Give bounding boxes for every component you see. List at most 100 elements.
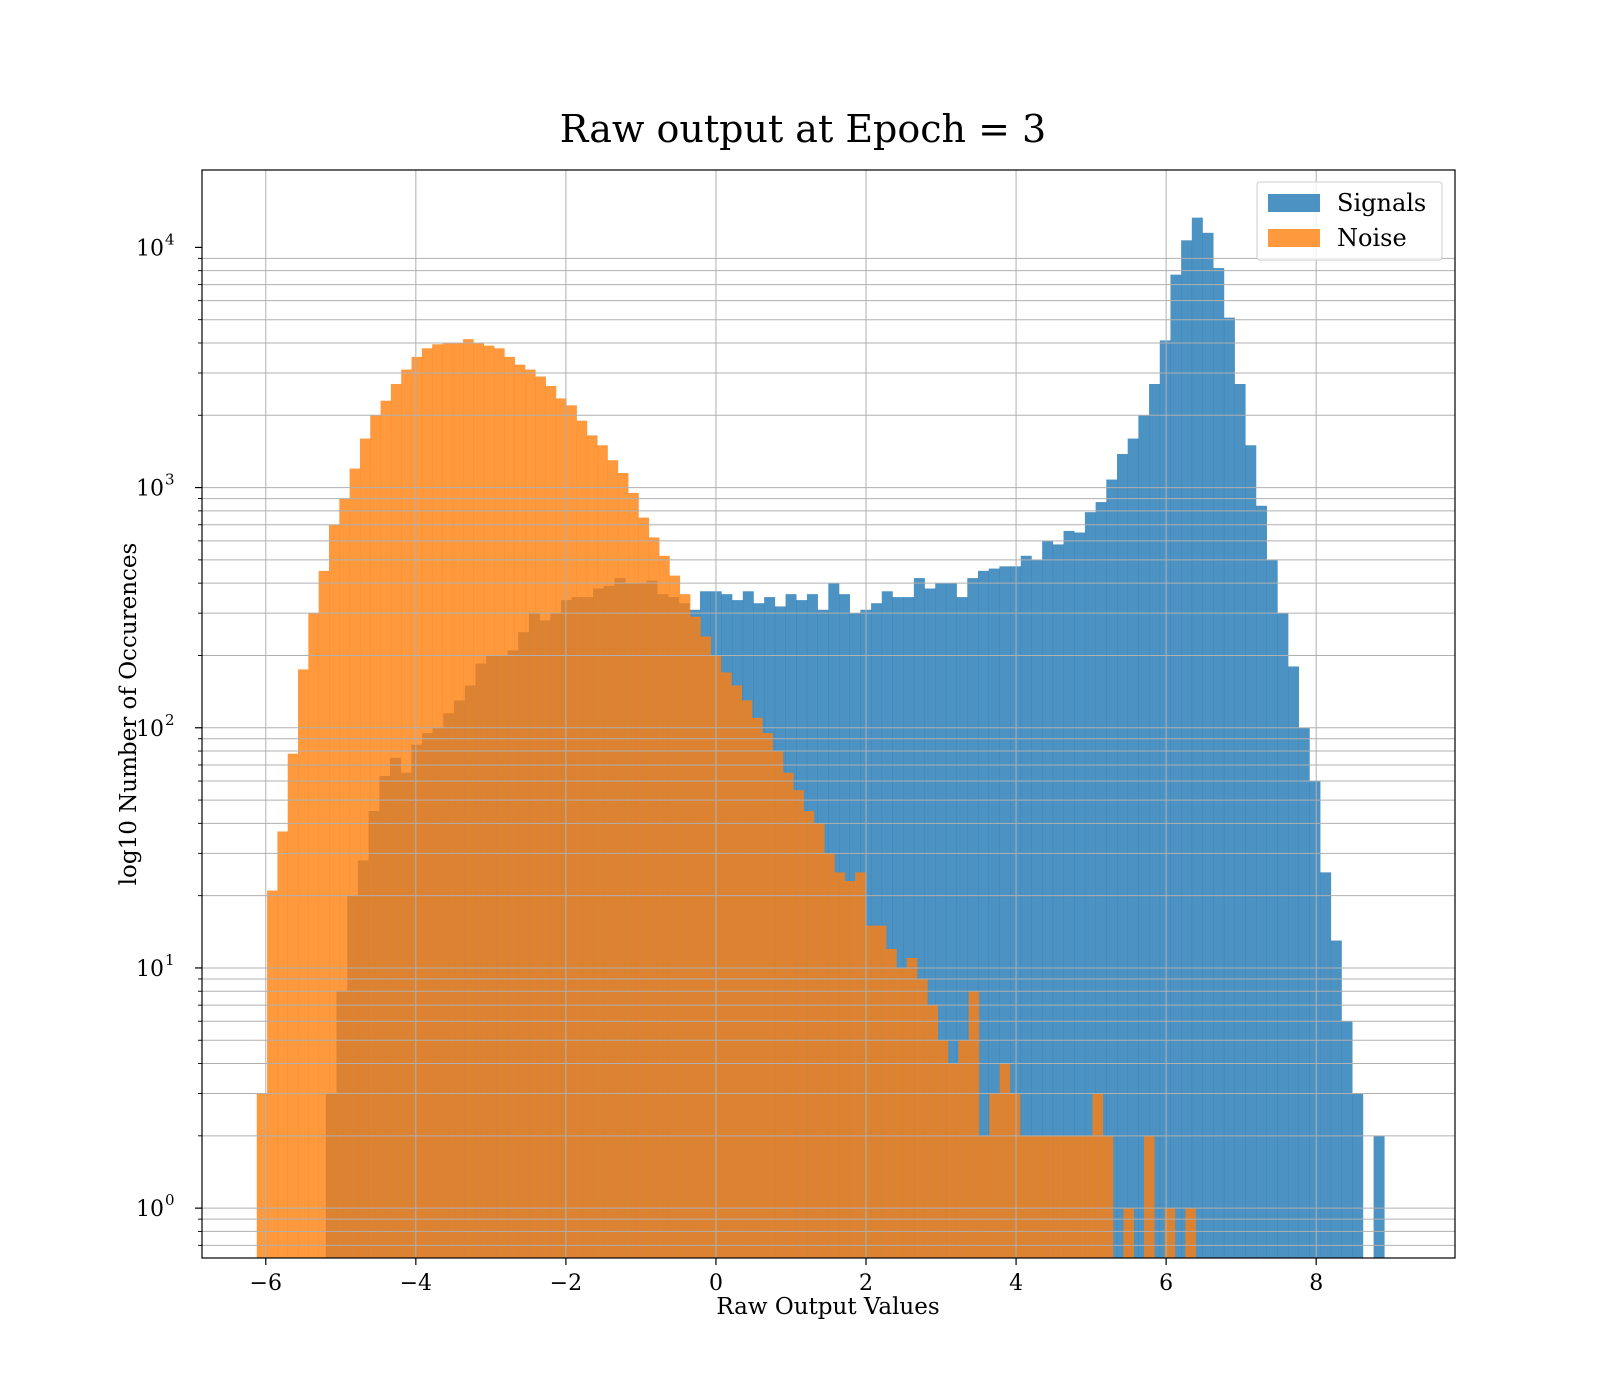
bar-signals [1191, 217, 1203, 1258]
bar-noise [463, 339, 474, 1258]
bar-signals [1106, 479, 1118, 1258]
bar-noise [359, 438, 371, 1258]
bar-noise [545, 385, 557, 1258]
bar-noise [1164, 1208, 1176, 1258]
bar-noise [380, 400, 392, 1258]
grid-layer [202, 170, 1455, 1258]
bar-signals [1116, 453, 1128, 1259]
bar-signals [1234, 383, 1246, 1259]
bar-signals [1042, 540, 1054, 1258]
bar-noise [782, 772, 794, 1258]
bar-noise [287, 753, 299, 1258]
bar-signals [1159, 340, 1171, 1258]
bar-noise [566, 405, 577, 1259]
bar-noise [700, 636, 712, 1258]
bar-noise [1009, 1093, 1021, 1258]
bar-signals [1266, 559, 1278, 1258]
bar-signals [1288, 666, 1300, 1258]
bar-signals [935, 583, 947, 1258]
bar-signals [1298, 727, 1310, 1258]
bar-noise [762, 733, 773, 1258]
bar-noise [576, 420, 588, 1258]
bar-signals [1373, 1135, 1385, 1258]
x-tick-label: 0 [709, 1271, 723, 1296]
bar-signals [903, 597, 915, 1258]
bar-noise [906, 958, 918, 1258]
bar-signals [956, 597, 968, 1258]
bar-noise [886, 948, 897, 1258]
bar-signals [978, 570, 989, 1258]
bar-signals [913, 578, 925, 1258]
bar-signals [881, 591, 893, 1258]
bar-signals [1245, 445, 1257, 1258]
bar-signals [1320, 872, 1332, 1258]
y-tick-exponent: 1 [165, 951, 175, 969]
bar-noise [648, 537, 660, 1258]
bar-noise [937, 1040, 949, 1258]
bar-noise [308, 613, 319, 1258]
bar-noise [772, 751, 784, 1258]
y-tick-exponent: 3 [165, 471, 175, 489]
bar-noise [927, 1005, 938, 1258]
bar-noise [947, 1063, 959, 1258]
bar-signals [1352, 1093, 1364, 1258]
y-tick-label: 10 [136, 236, 164, 261]
bar-signals [1084, 512, 1096, 1258]
bar-noise [483, 345, 495, 1258]
bar-noise [968, 991, 980, 1258]
bar-noise [1030, 1135, 1042, 1258]
bar-signals [924, 588, 936, 1258]
bar-signals [1181, 240, 1193, 1258]
bar-signals [1341, 1021, 1353, 1258]
bar-noise [401, 369, 412, 1258]
y-tick-label: 10 [136, 477, 164, 502]
legend-label-noise: Noise [1337, 224, 1407, 252]
bar-noise [267, 890, 278, 1258]
bar-signals [1063, 530, 1075, 1258]
bar-noise [793, 790, 804, 1258]
bars-layer [256, 217, 1385, 1259]
bar-noise [525, 369, 536, 1258]
bar-signals [988, 568, 1000, 1258]
bar-noise [659, 555, 670, 1258]
x-tick-label: −6 [250, 1271, 282, 1296]
chart-title: Raw output at Epoch = 3 [560, 107, 1046, 151]
bar-noise [896, 967, 908, 1258]
bar-noise [318, 570, 330, 1258]
bar-signals [1127, 438, 1139, 1258]
bar-noise [1051, 1135, 1062, 1258]
bar-signals [1277, 613, 1289, 1258]
bar-signals [1031, 559, 1043, 1258]
bar-signals [1010, 566, 1022, 1258]
x-tick-label: 8 [1309, 1271, 1323, 1296]
bar-noise [1123, 1208, 1134, 1258]
bar-signals [1330, 940, 1342, 1258]
bar-noise [1185, 1208, 1196, 1258]
bar-noise [504, 356, 515, 1258]
bar-noise [607, 460, 619, 1259]
bar-noise [277, 831, 289, 1258]
bar-noise [638, 517, 650, 1258]
bar-signals [967, 578, 979, 1258]
bar-signals [1149, 383, 1161, 1259]
bar-signals [1020, 555, 1032, 1258]
legend-swatch-signals [1268, 194, 1320, 212]
y-tick-label: 10 [136, 717, 164, 742]
y-tick-label: 10 [136, 1197, 164, 1222]
bar-noise [411, 356, 423, 1258]
legend-label-signals: Signals [1337, 189, 1426, 217]
y-tick-label: 10 [136, 957, 164, 982]
bar-noise [339, 498, 350, 1258]
bar-noise [731, 685, 742, 1258]
bar-noise [421, 348, 433, 1258]
bar-noise [917, 978, 928, 1258]
bar-noise [555, 398, 567, 1258]
bar-noise [390, 383, 402, 1259]
x-tick-label: 2 [859, 1271, 873, 1296]
y-tick-exponent: 0 [165, 1191, 175, 1209]
bar-noise [586, 435, 598, 1259]
bar-noise [535, 376, 546, 1258]
bar-signals [892, 597, 904, 1258]
